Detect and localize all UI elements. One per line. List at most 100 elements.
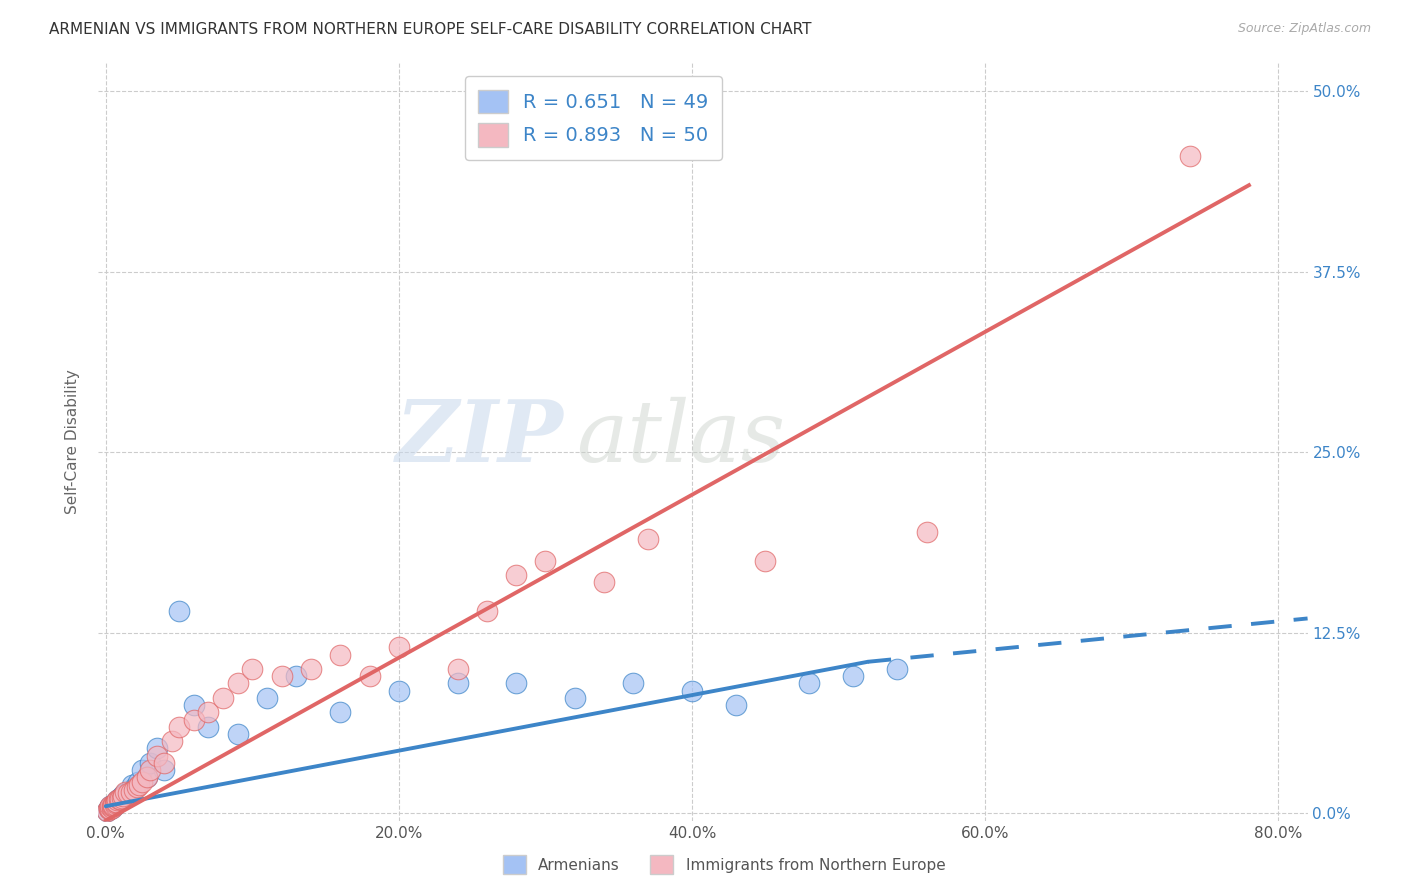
Point [98,802,121,816]
Point [107,795,129,809]
Point [112,788,135,802]
Point [160,734,183,748]
Point [475,604,498,618]
Point [117,786,139,800]
Point [96,804,118,818]
Point [114,785,136,799]
Point [167,720,190,734]
Point [97,800,120,814]
Point [98,802,121,816]
Point [105,795,128,809]
Point [101,797,124,812]
Point [681,683,703,698]
Text: atlas: atlas [576,396,785,479]
Point [446,676,468,690]
Point [256,690,278,705]
Point [754,554,776,568]
Text: ZIP: ZIP [396,396,564,480]
Point [128,778,150,792]
Point [146,741,169,756]
Point [621,676,644,690]
Point [226,676,249,690]
Point [329,648,352,662]
Point [153,756,176,770]
Point [115,789,138,803]
Point [240,662,263,676]
Legend: Armenians, Immigrants from Northern Europe: Armenians, Immigrants from Northern Euro… [496,849,952,880]
Point [100,800,122,814]
Point [138,763,160,777]
Point [101,797,124,812]
Point [799,676,821,690]
Point [121,778,143,792]
Point [724,698,747,712]
Y-axis label: Self-Care Disability: Self-Care Disability [65,369,80,514]
Point [226,727,249,741]
Point [329,706,352,720]
Point [111,789,134,803]
Point [110,790,132,805]
Point [108,792,131,806]
Point [299,662,322,676]
Legend: R = 0.651   N = 49, R = 0.893   N = 50: R = 0.651 N = 49, R = 0.893 N = 50 [465,76,723,161]
Point [131,763,153,777]
Point [505,568,527,582]
Text: Source: ZipAtlas.com: Source: ZipAtlas.com [1237,22,1371,36]
Point [131,774,153,789]
Point [270,669,292,683]
Point [110,792,132,806]
Point [197,720,219,734]
Point [505,676,527,690]
Point [124,780,146,795]
Point [103,797,125,812]
Point [146,748,169,763]
Point [105,795,128,809]
Point [183,698,205,712]
Point [138,756,160,770]
Point [197,706,219,720]
Point [534,554,557,568]
Point [98,799,121,814]
Point [285,669,308,683]
Point [388,683,411,698]
Point [103,797,125,811]
Point [637,532,659,546]
Point [98,799,121,814]
Point [167,604,190,618]
Point [97,802,120,816]
Point [886,662,908,676]
Point [100,799,122,814]
Point [388,640,411,655]
Point [359,669,381,683]
Point [114,786,136,800]
Point [183,713,205,727]
Point [842,669,865,683]
Point [110,792,132,806]
Point [101,799,124,814]
Point [564,690,586,705]
Point [212,690,235,705]
Point [107,793,129,807]
Point [446,662,468,676]
Point [111,790,134,805]
Point [135,770,157,784]
Point [915,524,938,539]
Point [96,804,118,818]
Point [1180,149,1202,163]
Point [105,797,128,811]
Text: ARMENIAN VS IMMIGRANTS FROM NORTHERN EUROPE SELF-CARE DISABILITY CORRELATION CHA: ARMENIAN VS IMMIGRANTS FROM NORTHERN EUR… [49,22,811,37]
Point [153,763,176,777]
Point [122,783,145,797]
Point [100,800,122,814]
Point [97,800,120,814]
Point [127,774,149,789]
Point [107,793,129,807]
Point [112,789,135,803]
Point [103,797,125,812]
Point [101,799,124,814]
Point [100,797,122,812]
Point [125,780,148,795]
Point [103,797,125,811]
Point [593,575,616,590]
Point [120,785,142,799]
